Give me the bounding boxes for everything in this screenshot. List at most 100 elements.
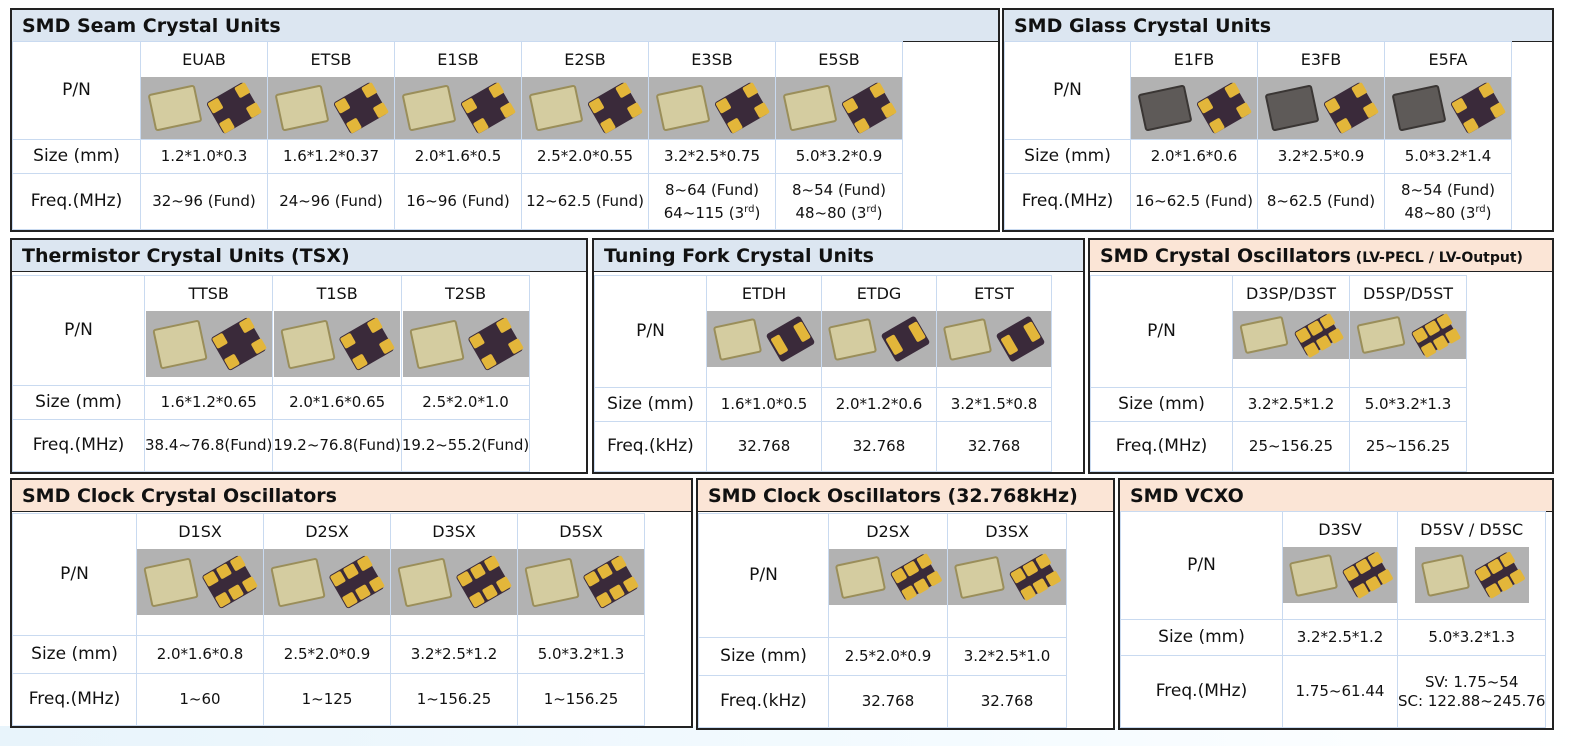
freq-cell: 25~156.25 [1349,421,1467,472]
size-value: 2.0*1.6*0.8 [136,635,264,674]
freq-cell: 12~62.5 (Fund) [521,173,649,230]
size-value: 2.5*2.0*0.9 [263,635,391,674]
solder-pad [499,101,516,119]
panel-title: SMD Clock Oscillators (32.768kHz) [698,480,1113,512]
size-value: 3.2*2.5*0.9 [1257,139,1385,174]
package-top-view [397,557,453,608]
solder-pad [726,117,744,134]
solder-pad [583,570,601,588]
spec-table: P/N D2SX D3SX Size (mm) 2.5*2.0*0.9 3.2*2.5*1… [698,513,1067,728]
solder-pad [223,353,240,370]
solder-pad [596,563,614,580]
solder-pad [1351,82,1368,99]
solder-pad [378,337,396,355]
size-label: Size (mm) [594,387,707,422]
solder-pad [792,321,812,343]
spec-table: P/N D1SX D2SX D3SX D5SX Size (mm) 2.0*1.6*0.8 2… [12,513,645,726]
part-number: D3SX [985,522,1029,541]
freq-value-secondary: 64~115 (3rd) [663,203,761,222]
solder-pad [488,82,505,99]
part-cell: EUAB [140,41,268,140]
product-photo [395,77,521,139]
part-cell: D2SX [828,513,948,638]
part-number: D5SP/D5ST [1362,284,1454,303]
panel-title: Tuning Fork Crystal Units [594,240,1083,272]
part-number: D5SV / D5SC [1420,520,1524,539]
solder-pad [483,555,500,572]
product-photo [822,311,936,367]
solder-pad [1035,553,1052,570]
package-top-view [143,557,199,608]
pn-label: P/N [594,275,707,388]
panel-title-text: SMD Crystal Oscillators [1100,245,1351,267]
package-top-view [147,84,203,132]
panel-vcxo: SMD VCXO P/N D3SV D5SV / D5SC Size (mm) 3.2*2… [1118,478,1554,730]
part-cell: D3SX [390,513,518,636]
freq-cell: 1.75~61.44 [1282,655,1398,728]
pn-label: P/N [12,275,145,386]
part-cell: D5SX [517,513,645,636]
product-photo [264,549,390,615]
panel-title: Thermistor Crystal Units (TSX) [12,240,586,272]
freq-value: 24~96 (Fund) [279,192,383,210]
part-cell: ETDH [706,275,822,388]
freq-row: Freq.(MHz) 1~60 1~125 1~156.25 1~156.25 [12,673,645,726]
size-value: 2.0*1.6*0.6 [1130,139,1258,174]
solder-pad [354,583,372,601]
freq-value: SV: 1.75~54 [1424,672,1519,691]
freq-cell: SV: 1.75~54 SC: 122.88~245.76 [1396,655,1547,728]
freq-value: 8~62.5 (Fund) [1266,192,1376,210]
size-value: 5.0*3.2*1.3 [1396,619,1547,656]
product-photo [402,311,529,377]
freq-cell: 32.768 [706,421,822,472]
part-cell: D2SX [263,513,391,636]
solder-pad [356,555,373,572]
product-photo [1283,547,1397,603]
package-bottom-view [1322,81,1379,135]
part-number: T1SB [316,284,358,303]
part-cell: D5SP/D5ST [1349,275,1467,388]
solder-pad [481,583,499,601]
solder-pad [1335,117,1353,134]
package-top-view [827,317,878,362]
size-value: 2.0*1.2*0.6 [821,387,937,422]
solder-pad [227,583,245,601]
freq-row: Freq.(MHz) 38.4~76.8(Fund) 19.2~76.8(Fund)… [12,419,531,472]
panel-title: SMD Clock Crystal Oscillators [12,480,691,512]
pn-label: P/N [698,513,829,638]
package-top-view [712,317,763,362]
freq-value: 1.75~61.44 [1295,682,1385,700]
freq-cell: 19.2~55.2(Fund) [400,419,531,472]
freq-value: 8~54 (Fund) [1400,180,1495,199]
pn-row: P/N D2SX D3SX [698,513,1067,638]
solder-pad [880,101,897,119]
size-value: 3.2*2.5*1.2 [1282,619,1398,656]
package-bottom-view [995,315,1046,363]
freq-value: 32.768 [861,692,915,710]
size-row: Size (mm) 1.2*1.0*0.3 1.6*1.2*0.37 2.0*1.6*… [12,139,903,174]
solder-pad [215,563,233,580]
package-bottom-view [1195,81,1252,135]
solder-pad [595,591,613,608]
part-cell: T1SB [272,275,402,386]
solder-pad [245,101,262,119]
solder-pad [1362,101,1379,119]
part-cell: E3FB [1257,41,1385,140]
pn-row: P/N D3SP/D3ST D5SP/D5ST [1090,275,1467,388]
solder-pad [250,337,267,355]
product-photo [391,549,517,615]
solder-pad [207,97,224,114]
part-cell: E1FB [1130,41,1258,140]
freq-value: 32.768 [852,437,906,455]
size-row: Size (mm) 1.6*1.2*0.65 2.0*1.6*0.65 2.5*2.0… [12,385,531,420]
size-value: 2.0*1.6*0.65 [272,385,402,420]
solder-pad [742,82,759,99]
part-number: D5SX [559,522,603,541]
solder-pad [842,97,859,114]
freq-row: Freq.(kHz) 32.768 32.768 32.768 [594,421,1052,472]
solder-pad [366,317,384,334]
package-top-view [1356,315,1406,355]
solder-pad [869,82,886,99]
pn-label: P/N [12,513,137,636]
freq-value: 1~156.25 [416,690,492,708]
